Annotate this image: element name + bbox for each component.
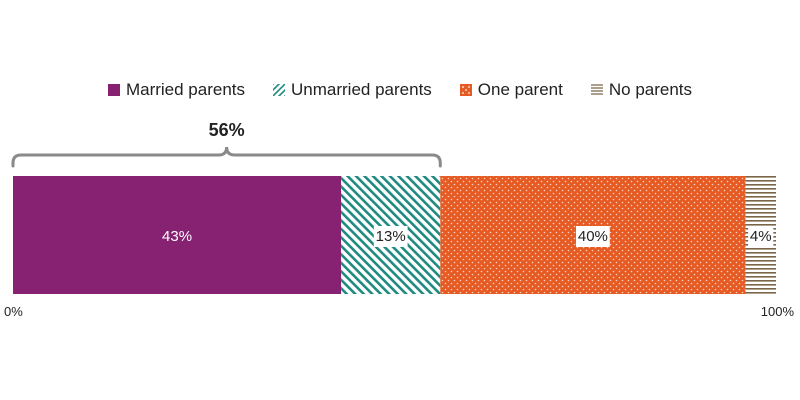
axis-ticks: 0% 100%: [4, 304, 794, 319]
legend-item-no-parents: No parents: [590, 80, 693, 100]
legend-item-unmarried-parents: Unmarried parents: [273, 80, 432, 100]
data-label-bg-unmarried-parents: [373, 226, 408, 247]
legend-swatch-no-parents: [590, 84, 603, 96]
bar-segment-married-parents: [13, 176, 342, 294]
legend-label-no-parents: No parents: [608, 80, 693, 99]
legend-label-one-parent: One parent: [477, 80, 563, 99]
legend-label-unmarried: Unmarried parents: [291, 80, 432, 99]
tick-label-100: 100%: [761, 304, 795, 319]
tick-label-0: 0%: [4, 304, 23, 319]
data-label-married-parents: 43%: [162, 228, 192, 245]
legend-item-one-parent: One parent: [459, 80, 563, 100]
bracket-label: 56%: [209, 120, 245, 140]
legend: Married parents Unmarried parents One pa…: [0, 78, 800, 102]
bracket-annotation: 56%: [11, 120, 442, 168]
data-label-bg-no-parents: [748, 226, 774, 247]
legend-label-married: Married parents: [125, 80, 246, 99]
data-label-one-parent: 40%: [578, 228, 608, 245]
legend-item-married-parents: Married parents: [107, 80, 246, 100]
data-labels: 43% 13% 40% 4%: [162, 226, 774, 247]
legend-swatch-unmarried: [273, 84, 286, 96]
data-label-no-parents: 4%: [750, 228, 772, 245]
data-label-unmarried-parents: 13%: [376, 228, 406, 245]
legend-swatch-one-parent: [459, 84, 472, 96]
data-label-bg-one-parent: [575, 226, 610, 247]
legend-swatch-married: [107, 84, 120, 96]
bracket-line: [11, 146, 442, 168]
